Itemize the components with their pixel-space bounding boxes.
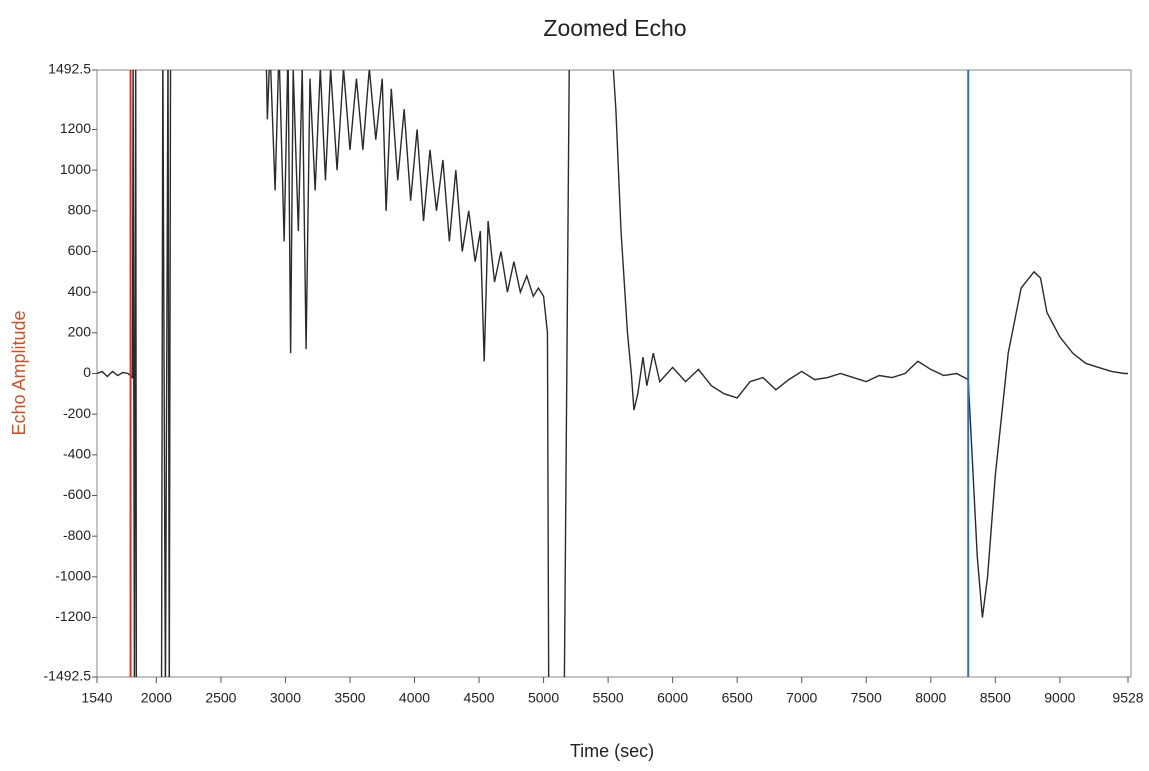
x-tick-label: 6500 [722, 690, 753, 706]
y-tick-label: 600 [68, 242, 92, 258]
x-tick-label: 7000 [786, 690, 817, 706]
x-tick-label: 5500 [593, 690, 624, 706]
x-tick-label: 2000 [141, 690, 172, 706]
y-tick-label: -1492.5 [44, 668, 92, 684]
x-tick-label: 4000 [399, 690, 430, 706]
x-tick-label: 9000 [1044, 690, 1075, 706]
x-tick-label: 8000 [915, 690, 946, 706]
y-tick-label: 200 [68, 324, 92, 340]
y-tick-label: 1492.5 [48, 61, 91, 77]
x-tick-label: 8500 [980, 690, 1011, 706]
x-tick-label: 1540 [81, 690, 112, 706]
x-axis-title: Time (sec) [570, 741, 654, 761]
x-tick-label: 3000 [270, 690, 301, 706]
x-tick-label: 9528 [1112, 690, 1143, 706]
x-tick-label: 4500 [463, 690, 494, 706]
y-tick-label: -200 [63, 405, 91, 421]
x-tick-label: 5000 [528, 690, 559, 706]
x-tick-label: 3500 [334, 690, 365, 706]
y-tick-label: -600 [63, 486, 91, 502]
y-tick-label: -400 [63, 446, 91, 462]
x-tick-label: 2500 [205, 690, 236, 706]
signal-line [97, 70, 1128, 677]
chart-title: Zoomed Echo [543, 15, 686, 41]
y-tick-label: -1000 [55, 568, 91, 584]
plot-frame [96, 69, 1132, 678]
x-tick-label: 7500 [851, 690, 882, 706]
y-tick-label: 0 [83, 364, 91, 380]
y-axis-title: Echo Amplitude [9, 310, 29, 435]
y-tick-label: 800 [68, 202, 92, 218]
y-tick-label: -1200 [55, 608, 91, 624]
x-tick-label: 6000 [657, 690, 688, 706]
y-tick-label: -800 [63, 527, 91, 543]
y-tick-label: 400 [68, 283, 92, 299]
y-tick-label: 1200 [60, 120, 91, 136]
plot-area [97, 70, 1128, 677]
y-tick-label: 1000 [60, 161, 91, 177]
